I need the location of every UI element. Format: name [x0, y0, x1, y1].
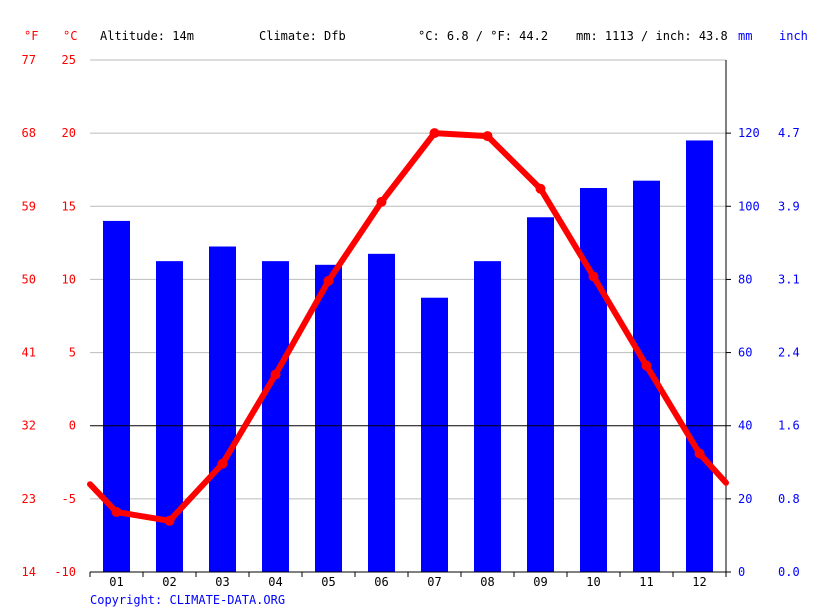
precip-bar-07 [421, 297, 448, 572]
temperature-line [87, 128, 729, 526]
unit-mm-label: mm [738, 29, 752, 43]
precip-bar-04 [262, 261, 289, 572]
y-tick-c-10: 10 [62, 272, 76, 286]
precip-bar-03 [209, 246, 236, 572]
altitude-label: Altitude: 14m [100, 29, 194, 43]
precip-bar-05 [315, 264, 342, 572]
precipitation-bars [103, 140, 713, 573]
x-tick-06: 06 [374, 575, 388, 589]
copyright-text: Copyright: CLIMATE-DATA.ORG [90, 593, 285, 607]
unit-celsius-label: °C [63, 29, 77, 43]
y-tick-f-50: 50 [22, 272, 36, 286]
y-tick-inch-0.0: 0.0 [778, 565, 800, 579]
precip-bar-06 [368, 253, 395, 573]
x-tick-10: 10 [586, 575, 600, 589]
temperature-series-line [87, 130, 729, 524]
temp-point-10 [588, 271, 599, 282]
y-tick-inch-1.6: 1.6 [778, 419, 800, 433]
y-tick-f-32: 32 [22, 419, 36, 433]
y-tick-c-5: 5 [69, 346, 76, 360]
y-tick-mm-20: 20 [738, 492, 752, 506]
y-tick-mm-0: 0 [738, 565, 745, 579]
y-tick-c-20: 20 [62, 126, 76, 140]
temp-point-11 [641, 360, 652, 371]
y-tick-inch-0.8: 0.8 [778, 492, 800, 506]
y-tick-inch-4.7: 4.7 [778, 126, 800, 140]
y-tick-mm-60: 60 [738, 346, 752, 360]
temp-point-05 [323, 275, 334, 286]
y-tick-mm-120: 120 [738, 126, 760, 140]
x-tick-12: 12 [692, 575, 706, 589]
y-tick-c--5: -5 [62, 492, 76, 506]
y-tick-f-14: 14 [22, 565, 36, 579]
x-tick-07: 07 [427, 575, 441, 589]
temp-point-03 [217, 458, 228, 469]
y-tick-c-15: 15 [62, 199, 76, 213]
total-precip-label: mm: 1113 / inch: 43.8 [576, 29, 728, 43]
precip-bar-08 [474, 261, 501, 572]
unit-inch-label: inch [779, 29, 808, 43]
temp-point-04 [270, 369, 281, 380]
y-tick-c-0: 0 [69, 419, 76, 433]
y-tick-mm-80: 80 [738, 272, 752, 286]
y-tick-mm-100: 100 [738, 199, 760, 213]
temp-point-12 [694, 448, 705, 459]
temp-point-07 [429, 128, 440, 139]
x-tick-05: 05 [321, 575, 335, 589]
precip-bar-12 [686, 140, 713, 572]
precip-bar-10 [580, 188, 607, 572]
grid-lines [90, 59, 726, 500]
precip-bar-09 [527, 217, 554, 572]
y-tick-inch-2.4: 2.4 [778, 346, 800, 360]
y-tick-f-68: 68 [22, 126, 36, 140]
y-tick-inch-3.1: 3.1 [778, 272, 800, 286]
y-tick-c-25: 25 [62, 53, 76, 67]
y-tick-c--10: -10 [54, 565, 76, 579]
x-tick-02: 02 [162, 575, 176, 589]
y-tick-inch-3.9: 3.9 [778, 199, 800, 213]
y-tick-f-59: 59 [22, 199, 36, 213]
unit-fahrenheit-label: °F [24, 29, 38, 43]
y-tick-f-23: 23 [22, 492, 36, 506]
temp-point-06 [376, 196, 387, 207]
x-tick-03: 03 [215, 575, 229, 589]
avg-temp-label: °C: 6.8 / °F: 44.2 [418, 29, 548, 43]
x-tick-09: 09 [533, 575, 547, 589]
y-tick-f-77: 77 [22, 53, 36, 67]
y-tick-mm-40: 40 [738, 419, 752, 433]
precip-bar-01 [103, 220, 130, 572]
x-tick-11: 11 [639, 575, 653, 589]
x-tick-04: 04 [268, 575, 282, 589]
y-tick-f-41: 41 [22, 346, 36, 360]
temp-point-01 [111, 507, 122, 518]
x-tick-01: 01 [109, 575, 123, 589]
temp-point-09 [535, 183, 546, 194]
x-tick-08: 08 [480, 575, 494, 589]
temp-point-02 [164, 515, 175, 526]
climate-label: Climate: Dfb [259, 29, 346, 43]
temp-point-08 [482, 131, 493, 142]
chart-axes [89, 60, 731, 577]
